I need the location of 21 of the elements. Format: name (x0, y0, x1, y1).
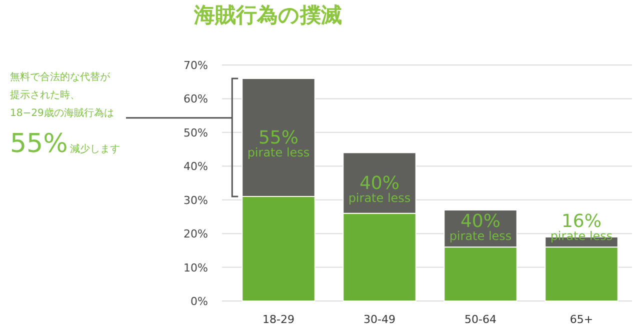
text: 55% (10, 129, 68, 159)
x-tick-label: 30-49 (364, 313, 396, 326)
y-tick-label: 50% (184, 126, 208, 140)
annotation: 40% (359, 173, 400, 194)
text: 提示された時、 (10, 89, 80, 101)
y-tick-label: 40% (184, 160, 208, 174)
text: 減少します (70, 143, 120, 155)
x-tick-label: 50-64 (464, 313, 496, 326)
x-tick-label: 18-29 (262, 313, 294, 326)
y-tick-label: 30% (184, 194, 208, 207)
text: 無料で合法的な代替が (10, 71, 111, 83)
chart-title: 海賊行為の撲滅 (193, 3, 342, 27)
annotation: pirate less (348, 191, 411, 205)
text: 18−29歳の海賊行為は (10, 107, 114, 119)
annotation: 16% (561, 211, 602, 232)
y-tick-label: 70% (184, 59, 208, 72)
y-tick-label: 20% (184, 228, 208, 241)
y-tick-label: 60% (184, 92, 208, 106)
y-tick-label: 0% (190, 295, 208, 308)
x-tick-label: 65+ (570, 313, 594, 326)
y-tick-label: 10% (184, 261, 208, 274)
